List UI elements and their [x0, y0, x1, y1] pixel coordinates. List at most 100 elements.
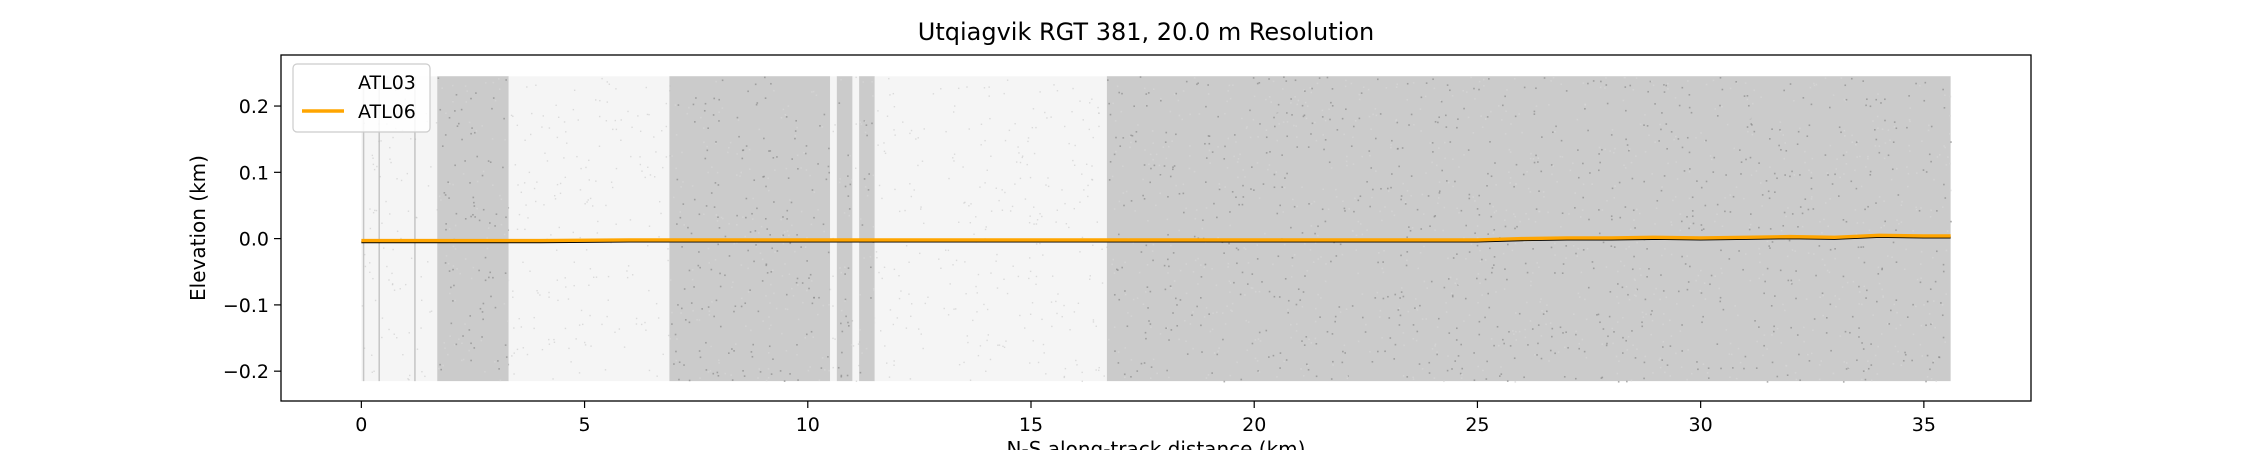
atl03-photon — [665, 102, 668, 105]
atl03-photon — [1930, 160, 1932, 163]
atl03-photon — [1921, 355, 1924, 357]
atl03-photon — [1193, 170, 1196, 173]
atl03-photon — [542, 115, 544, 117]
atl03-photon — [1147, 307, 1149, 309]
atl03-photon — [1784, 174, 1786, 176]
atl03-photon — [953, 160, 955, 162]
atl03-photon — [1718, 287, 1720, 290]
atl03-photon — [1290, 98, 1292, 100]
atl03-photon — [1738, 250, 1740, 252]
atl03-photon — [1166, 218, 1169, 221]
atl03-photon — [1740, 173, 1742, 175]
atl03-photon — [707, 371, 710, 373]
atl03-photon — [1108, 338, 1110, 341]
atl03-photon — [773, 292, 775, 295]
atl03-photon — [498, 368, 500, 370]
atl03-photon — [1436, 353, 1438, 356]
atl03-photon — [1026, 163, 1028, 166]
atl03-photon — [1150, 326, 1152, 328]
atl03-photon — [1930, 323, 1932, 326]
atl03-photon — [1091, 165, 1093, 167]
atl03-photon — [1426, 287, 1428, 289]
atl03-photon — [1646, 248, 1648, 250]
atl03-photon — [505, 79, 507, 81]
atl03-photon — [1862, 221, 1865, 224]
atl03-photon — [1314, 121, 1316, 124]
atl03-photon — [408, 332, 410, 334]
atl03-photon — [537, 292, 539, 294]
atl03-photon — [458, 338, 460, 340]
atl03-photon — [441, 145, 444, 147]
atl03-photon — [1315, 139, 1318, 142]
atl03-photon — [718, 98, 720, 101]
atl03-photon — [1720, 367, 1722, 370]
atl03-photon — [1291, 256, 1294, 259]
atl03-photon — [1550, 246, 1553, 249]
atl03-photon — [1149, 181, 1151, 184]
atl03-photon — [1113, 326, 1116, 329]
atl03-photon — [1641, 311, 1644, 314]
atl03-photon — [618, 328, 621, 330]
atl03-photon — [699, 377, 701, 379]
atl03-photon — [1709, 283, 1711, 286]
atl03-photon — [1617, 302, 1620, 304]
atl03-photon — [1003, 92, 1005, 95]
atl03-dense-band — [836, 76, 853, 382]
atl03-photon — [1327, 208, 1330, 211]
atl03-photon — [1344, 352, 1346, 354]
atl03-photon — [1743, 197, 1745, 200]
atl03-photon — [1378, 316, 1381, 318]
atl03-photon — [1841, 286, 1844, 288]
atl03-photon — [1226, 167, 1229, 169]
atl03-photon — [1197, 82, 1199, 85]
atl03-photon — [1753, 130, 1756, 133]
atl03-photon — [461, 342, 463, 345]
atl03-photon — [1749, 156, 1752, 159]
atl03-photon — [1677, 138, 1680, 140]
atl03-photon — [593, 276, 595, 279]
atl03-photon — [1857, 246, 1860, 249]
atl03-photon — [1921, 140, 1923, 143]
atl03-photon — [1783, 157, 1786, 160]
atl03-photon — [1229, 374, 1232, 377]
atl03-photon — [1240, 378, 1243, 381]
atl03-photon — [1244, 176, 1246, 178]
atl03-photon — [1185, 80, 1188, 83]
atl03-photon — [1877, 266, 1880, 269]
atl03-photon — [1287, 311, 1290, 314]
atl03-photon — [1144, 291, 1147, 293]
atl03-photon — [1918, 209, 1921, 212]
atl03-photon — [389, 213, 391, 215]
atl03-photon — [553, 338, 555, 341]
atl03-photon — [767, 376, 770, 379]
atl03-photon — [1642, 316, 1645, 318]
atl03-photon — [963, 361, 965, 364]
atl03-photon — [1133, 105, 1135, 108]
atl03-photon — [1205, 377, 1208, 379]
atl03-photon — [1297, 288, 1300, 291]
atl03-photon — [1680, 220, 1683, 223]
atl03-photon — [847, 325, 850, 327]
atl03-photon — [1406, 82, 1409, 85]
atl03-photon — [440, 199, 442, 201]
atl03-photon — [1552, 76, 1555, 79]
atl03-photon — [773, 89, 775, 92]
atl03-photon — [1006, 292, 1009, 295]
atl03-photon — [665, 156, 668, 158]
atl03-photon — [497, 78, 500, 80]
atl03-photon — [1941, 304, 1944, 306]
atl03-photon — [1944, 146, 1946, 149]
atl03-photon — [767, 351, 770, 354]
atl03-photon — [1269, 151, 1271, 153]
atl03-photon — [556, 249, 558, 251]
atl03-photon — [443, 192, 446, 194]
atl03-photon — [1768, 245, 1770, 247]
atl03-photon — [810, 223, 813, 226]
atl03-photon — [866, 194, 869, 197]
atl03-photon — [779, 370, 782, 372]
atl03-photon — [708, 313, 711, 316]
atl03-photon — [494, 99, 497, 102]
atl03-photon — [828, 147, 830, 150]
atl03-photon — [754, 83, 757, 86]
atl03-photon — [658, 236, 660, 238]
